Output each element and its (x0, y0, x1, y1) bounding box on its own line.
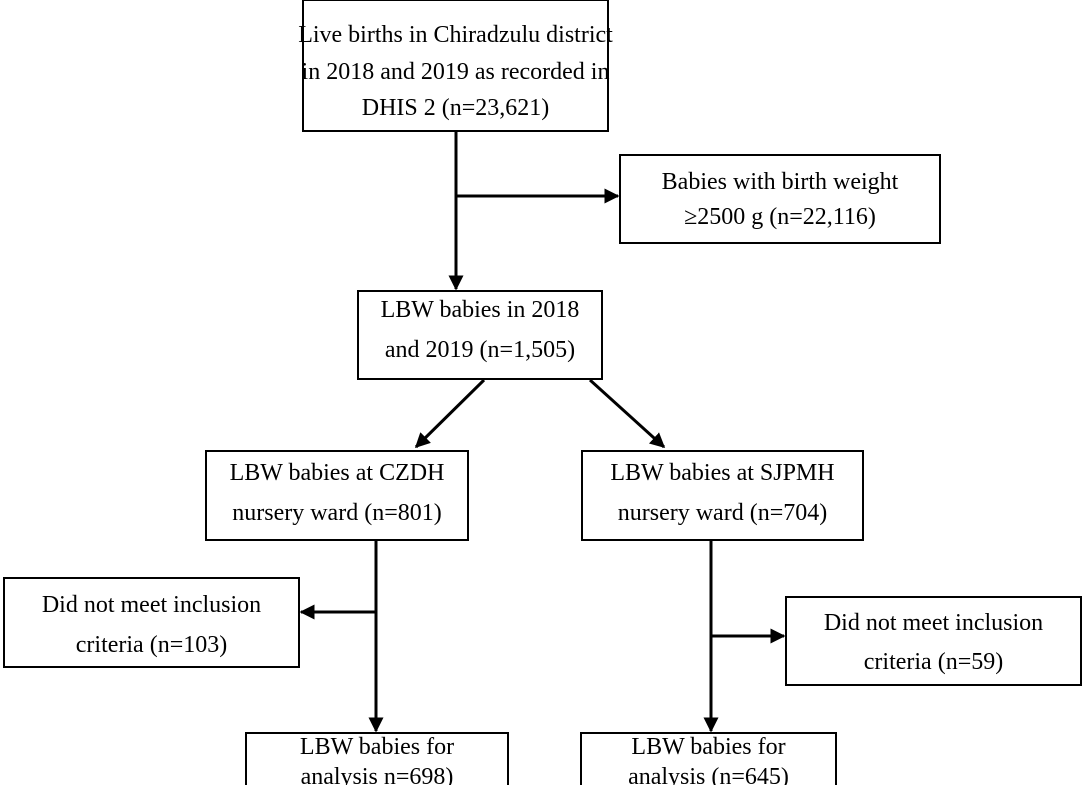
boxes: Live births in Chiradzulu district in 201… (3, 0, 1082, 785)
node-label: LBW babies at SJPMH (610, 460, 834, 486)
node-label: in 2018 and 2019 as recorded in (302, 59, 610, 85)
node-label: nursery ward (n=704) (618, 500, 827, 526)
node-label: and 2019 (n=1,505) (385, 337, 575, 363)
arrow (414, 378, 486, 449)
node-label: LBW babies for (631, 734, 785, 760)
node-box (580, 732, 837, 785)
node-label: LBW babies in 2018 (381, 297, 580, 323)
node-label: criteria (n=103) (76, 632, 227, 658)
node-box (245, 732, 509, 785)
node-label: Babies with birth weight (662, 169, 899, 195)
node-box (302, 0, 609, 132)
node-box (581, 450, 864, 541)
node-label: criteria (n=59) (864, 649, 1003, 675)
node-label: Live births in Chiradzulu district (298, 22, 613, 48)
connectors (299, 131, 786, 733)
node-label: LBW babies at CZDH (230, 460, 445, 486)
node-label: LBW babies for (300, 734, 454, 760)
node-box (205, 450, 469, 541)
arrow (588, 378, 666, 449)
node-box (357, 290, 603, 380)
node-label: DHIS 2 (n=23,621) (362, 95, 550, 121)
node-label: nursery ward (n=801) (232, 500, 441, 526)
node-box (3, 577, 300, 668)
node-label: ≥2500 g (n=22,116) (684, 204, 876, 230)
node-label: Did not meet inclusion (824, 610, 1043, 636)
node-label: Did not meet inclusion (42, 592, 261, 618)
node-box (785, 596, 1082, 686)
node-box (619, 154, 941, 244)
node-label: analysis n=698) (301, 764, 454, 785)
node-label: analysis (n=645) (628, 764, 789, 785)
